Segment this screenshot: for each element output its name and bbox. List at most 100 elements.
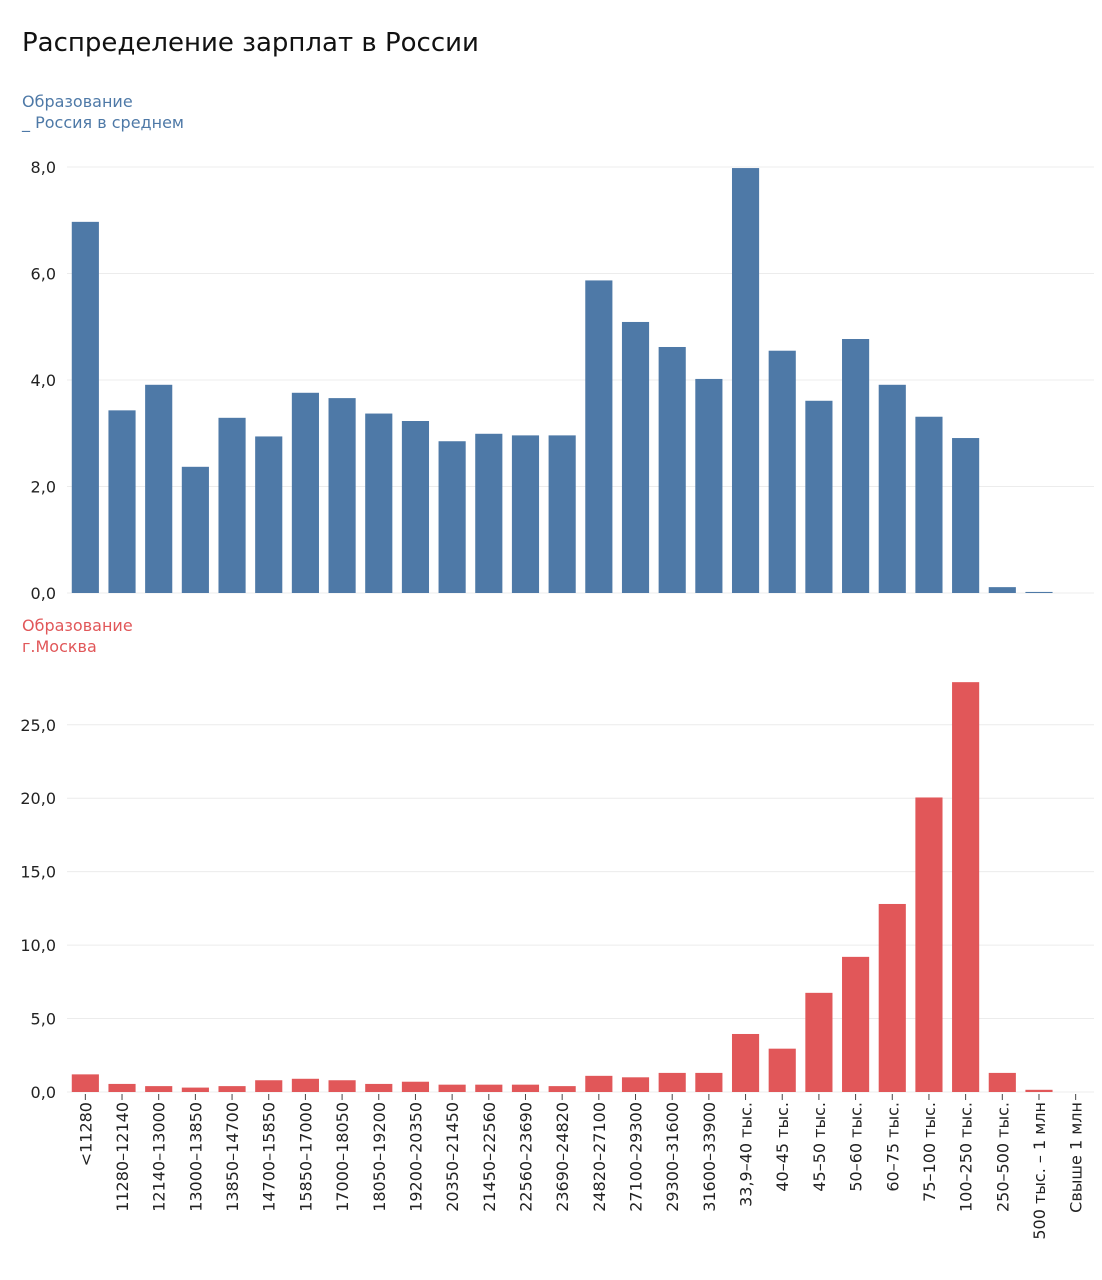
x-tick-label-23: 75–100 тыс. bbox=[920, 1102, 939, 1202]
bottom-bar-11[interactable] bbox=[475, 1084, 503, 1092]
bottom-bar-8[interactable] bbox=[365, 1083, 393, 1092]
bottom-bar-25[interactable] bbox=[988, 1072, 1016, 1092]
bottom-bar-2[interactable] bbox=[145, 1086, 173, 1092]
x-tick-label-7: 17000–18050 bbox=[333, 1102, 352, 1212]
x-tick-label-18: 33,9–40 тыс. bbox=[737, 1102, 756, 1207]
bottom-bar-26[interactable] bbox=[1025, 1089, 1053, 1092]
bottom-bar-20[interactable] bbox=[805, 992, 833, 1092]
bottom-bar-23[interactable] bbox=[915, 797, 943, 1092]
top-bar-1[interactable] bbox=[108, 410, 136, 593]
x-tick-label-27: Свыше 1 млн bbox=[1067, 1102, 1086, 1213]
bottom-bar-19[interactable] bbox=[768, 1048, 796, 1092]
top-panel-label-line-2: _ Россия в среднем bbox=[22, 113, 184, 132]
x-tick-label-0: <11280 bbox=[76, 1102, 95, 1166]
bottom-bar-chart: 0,0 5,0 10,0 15,0 20,0 25,0 bbox=[20, 682, 1094, 1102]
x-tick-label-1: 11280–12140 bbox=[113, 1102, 132, 1212]
x-tick-label-21: 50–60 тыс. bbox=[847, 1102, 866, 1192]
x-tick-label-15: 27100–29300 bbox=[627, 1102, 646, 1212]
top-bar-11[interactable] bbox=[475, 433, 503, 593]
bottom-y-tick-label-0: 0,0 bbox=[31, 1083, 56, 1102]
top-bar-26[interactable] bbox=[1025, 591, 1053, 593]
x-axis: <11280 11280–12140 12140–13000 13000–13850 1… bbox=[76, 1094, 1086, 1240]
x-tick-label-2: 12140–13000 bbox=[150, 1102, 169, 1212]
x-tick-label-19: 40–45 тыс. bbox=[773, 1102, 792, 1192]
top-bar-15[interactable] bbox=[621, 321, 650, 593]
x-tick-label-26: 500 тыс. – 1 млн bbox=[1030, 1102, 1049, 1240]
bottom-bar-0[interactable] bbox=[71, 1074, 99, 1092]
bottom-panel-label-line-2: г.Москва bbox=[22, 637, 97, 656]
top-bar-12[interactable] bbox=[511, 435, 540, 593]
bottom-bar-4[interactable] bbox=[218, 1086, 246, 1092]
top-bar-10[interactable] bbox=[438, 441, 466, 593]
top-bar-5[interactable] bbox=[255, 436, 283, 593]
top-bar-0[interactable] bbox=[71, 221, 99, 593]
top-bar-chart: 0,0 2,0 4,0 6,0 8,0 bbox=[31, 158, 1094, 603]
x-tick-label-4: 13850–14700 bbox=[223, 1102, 242, 1212]
top-y-tick-label-0: 0,0 bbox=[31, 584, 56, 603]
bottom-bar-3[interactable] bbox=[181, 1087, 209, 1092]
bottom-panel-label-line-1: Образование bbox=[22, 616, 133, 635]
bottom-y-tick-label-1: 5,0 bbox=[31, 1010, 56, 1029]
top-bar-9[interactable] bbox=[401, 421, 430, 593]
top-bar-8[interactable] bbox=[365, 413, 393, 593]
top-bar-17[interactable] bbox=[695, 378, 723, 593]
bottom-bar-14[interactable] bbox=[585, 1075, 613, 1092]
bottom-bar-6[interactable] bbox=[291, 1078, 319, 1092]
bottom-bar-18[interactable] bbox=[731, 1033, 760, 1092]
chart-title: Распределение зарплат в России bbox=[22, 28, 479, 58]
top-bar-25[interactable] bbox=[988, 587, 1016, 593]
bottom-bar-1[interactable] bbox=[108, 1083, 136, 1092]
top-y-tick-label-3: 6,0 bbox=[31, 265, 56, 284]
bottom-y-tick-label-4: 20,0 bbox=[20, 789, 56, 808]
top-bar-20[interactable] bbox=[805, 400, 833, 593]
top-bar-22[interactable] bbox=[878, 384, 906, 593]
top-bar-18[interactable] bbox=[731, 168, 760, 593]
x-tick-label-13: 23690–24820 bbox=[553, 1102, 572, 1212]
top-y-tick-label-1: 2,0 bbox=[31, 478, 56, 497]
bottom-bar-7[interactable] bbox=[328, 1080, 356, 1092]
x-tick-label-16: 29300–31600 bbox=[663, 1102, 682, 1212]
x-tick-label-8: 18050–19200 bbox=[370, 1102, 389, 1212]
bottom-y-tick-label-5: 25,0 bbox=[20, 716, 56, 735]
x-tick-label-6: 15850–17000 bbox=[296, 1102, 315, 1212]
x-tick-label-11: 21450–22560 bbox=[480, 1102, 499, 1212]
top-y-tick-label-2: 4,0 bbox=[31, 371, 56, 390]
top-bar-23[interactable] bbox=[915, 416, 943, 593]
top-bar-4[interactable] bbox=[218, 417, 246, 593]
top-bar-2[interactable] bbox=[145, 384, 173, 593]
top-y-tick-label-4: 8,0 bbox=[31, 158, 56, 177]
bottom-bar-16[interactable] bbox=[658, 1072, 686, 1092]
x-tick-label-3: 13000–13850 bbox=[186, 1102, 205, 1212]
top-bar-19[interactable] bbox=[768, 350, 796, 593]
bottom-bar-13[interactable] bbox=[548, 1086, 576, 1092]
x-tick-label-9: 19200–20350 bbox=[406, 1102, 425, 1212]
top-bar-16[interactable] bbox=[658, 346, 686, 593]
top-bar-24[interactable] bbox=[952, 438, 980, 593]
bottom-panel-label: Образование г.Москва bbox=[22, 615, 133, 657]
x-tick-label-22: 60–75 тыс. bbox=[883, 1102, 902, 1192]
x-tick-label-24: 100–250 тыс. bbox=[957, 1102, 976, 1212]
top-panel-label-line-1: Образование bbox=[22, 92, 133, 111]
top-panel-label: Образование _ Россия в среднем bbox=[22, 91, 184, 133]
x-tick-label-12: 22560–23690 bbox=[516, 1102, 535, 1212]
bottom-bar-17[interactable] bbox=[695, 1072, 723, 1092]
top-bar-14[interactable] bbox=[585, 280, 613, 593]
x-tick-label-25: 250–500 тыс. bbox=[993, 1102, 1012, 1212]
x-tick-label-10: 20350–21450 bbox=[443, 1102, 462, 1212]
bottom-bar-22[interactable] bbox=[878, 903, 906, 1092]
top-bar-3[interactable] bbox=[181, 466, 209, 593]
bottom-bar-21[interactable] bbox=[842, 956, 870, 1092]
bottom-bar-5[interactable] bbox=[255, 1080, 283, 1092]
top-bar-13[interactable] bbox=[548, 435, 576, 593]
x-tick-label-5: 14700–15850 bbox=[260, 1102, 279, 1212]
x-tick-label-20: 45–50 тыс. bbox=[810, 1102, 829, 1192]
bottom-bar-9[interactable] bbox=[401, 1081, 430, 1092]
top-bar-21[interactable] bbox=[842, 339, 870, 593]
bottom-bar-12[interactable] bbox=[511, 1084, 540, 1092]
bottom-bar-15[interactable] bbox=[621, 1077, 650, 1092]
bottom-bar-24[interactable] bbox=[952, 682, 980, 1092]
bottom-bar-10[interactable] bbox=[438, 1084, 466, 1092]
top-bar-6[interactable] bbox=[291, 392, 319, 593]
top-bar-7[interactable] bbox=[328, 398, 356, 593]
